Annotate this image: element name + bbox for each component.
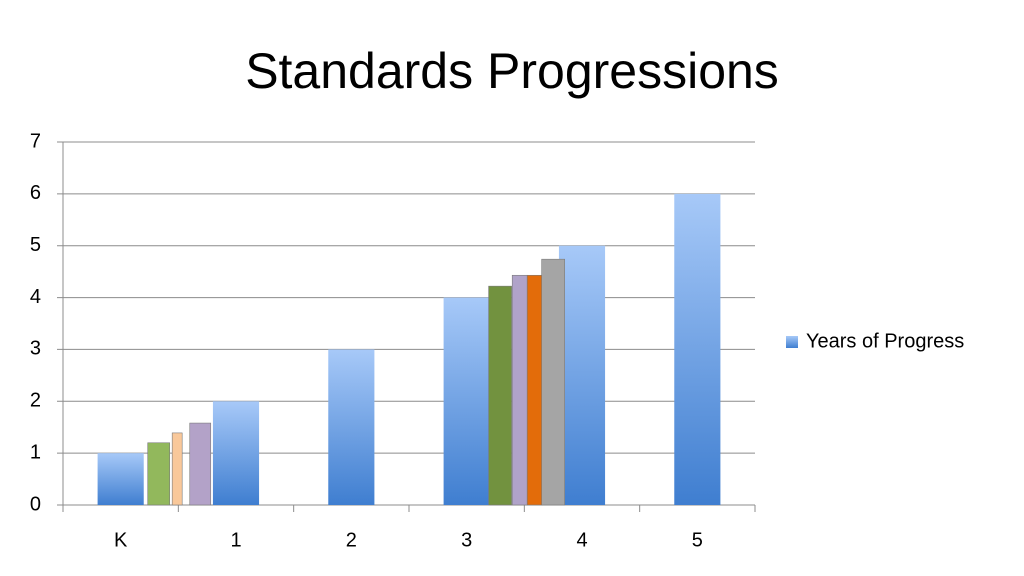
y-tick-label: 6 bbox=[30, 182, 41, 204]
y-tick-label: 5 bbox=[30, 234, 41, 256]
bar bbox=[212, 401, 260, 505]
y-tick-label: 0 bbox=[30, 493, 41, 515]
y-tick-label: 2 bbox=[30, 390, 41, 412]
x-tick-label: K bbox=[114, 529, 128, 551]
y-tick-label: 1 bbox=[30, 441, 41, 463]
overlay-bar bbox=[511, 274, 528, 506]
x-tick-label: 4 bbox=[576, 529, 587, 551]
x-tick-label: 1 bbox=[230, 529, 241, 551]
legend-label: Years of Progress bbox=[806, 330, 964, 352]
y-tick-label: 3 bbox=[30, 338, 41, 360]
overlay-bar bbox=[147, 442, 171, 506]
overlay-bar bbox=[171, 432, 183, 506]
overlay-bar bbox=[526, 274, 543, 506]
bar bbox=[674, 193, 721, 505]
bar bbox=[97, 453, 144, 505]
x-tick-label: 2 bbox=[346, 529, 357, 551]
bar bbox=[558, 245, 606, 505]
y-tick-label: 4 bbox=[30, 286, 41, 308]
bar bbox=[443, 297, 490, 505]
x-tick-label: 5 bbox=[692, 529, 703, 551]
chart-title: Standards Progressions bbox=[245, 43, 779, 99]
legend-swatch bbox=[786, 336, 798, 348]
overlay-bar bbox=[488, 285, 512, 506]
y-tick-label: 7 bbox=[30, 130, 41, 152]
x-tick-label: 3 bbox=[461, 529, 472, 551]
overlay-bar bbox=[189, 422, 212, 506]
bar bbox=[328, 349, 375, 505]
overlay-bar bbox=[541, 258, 565, 506]
